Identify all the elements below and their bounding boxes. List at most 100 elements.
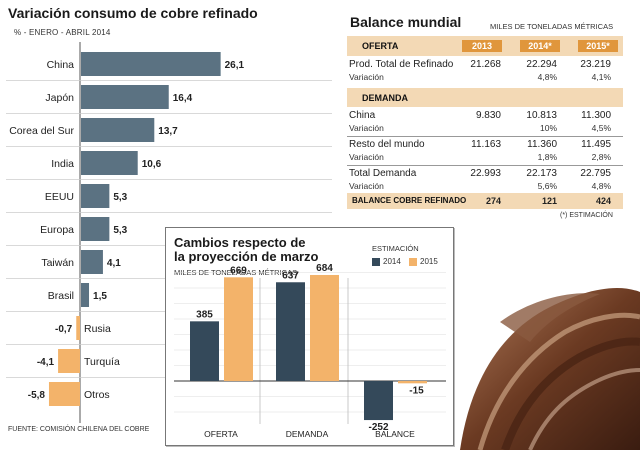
year-2013: 2013: [462, 40, 502, 52]
row-total-var-2014: 5,6%: [537, 181, 557, 191]
demanda-label: DEMANDA: [362, 93, 408, 103]
value-label-corea-del-sur: 13,7: [158, 126, 178, 137]
copper-image: [460, 287, 640, 450]
row-total-var-2015: 4,8%: [591, 181, 611, 191]
row-prod-var-2015: 4,1%: [591, 72, 611, 82]
row-resto-var-label: Variación: [349, 152, 384, 162]
legend-swatch-2015: [409, 258, 417, 266]
row-total-2014: 22.173: [526, 168, 557, 179]
row-resto-2013: 11.163: [471, 139, 501, 150]
oferta-label: OFERTA: [362, 41, 399, 51]
row-resto-2014: 11.360: [527, 139, 557, 150]
table-footnote: (*) ESTIMACIÓN: [560, 212, 613, 219]
row-resto-var-2015: 2,8%: [591, 152, 611, 162]
row-resto-label: Resto del mundo: [349, 139, 425, 150]
category-label-eeuu: EEUU: [45, 191, 74, 203]
balance-2015: 424: [595, 196, 611, 206]
value-label-otros: -5,8: [28, 390, 46, 401]
left-chart-source: FUENTE: COMISIÓN CHILENA DEL COBRE: [8, 426, 150, 433]
legend-swatch-2014: [372, 258, 380, 266]
value-label-rusia: -0,7: [55, 324, 73, 335]
bar-oferta-2015: [224, 277, 253, 381]
category-label-oferta: OFERTA: [204, 429, 238, 439]
balance-label: BALANCE COBRE REFINADO: [352, 196, 467, 205]
bar-balance-2015: [398, 381, 427, 384]
category-label-china: China: [47, 59, 75, 71]
mid-chart-title-2: la proyección de marzo: [174, 249, 319, 264]
bar-demanda-2015: [310, 274, 339, 381]
legend-label-2014: 2014: [383, 257, 401, 266]
category-label-taiwan: Taiwán: [41, 257, 74, 269]
row-total-var-label: Variación: [349, 181, 384, 191]
bar-eeuu: [81, 184, 110, 208]
bar-demanda-2014: [276, 282, 305, 381]
table-title: Balance mundial: [350, 14, 462, 30]
row-china-2015: 11.300: [581, 110, 611, 121]
value-label-balance-2015: -15: [409, 385, 424, 396]
row-total-label: Total Demanda: [349, 168, 417, 179]
value-label-demanda-2015: 684: [316, 263, 333, 274]
value-label-china: 26,1: [225, 60, 245, 71]
value-label-japon: 16,4: [173, 93, 193, 104]
value-label-india: 10,6: [142, 159, 162, 170]
value-label-europa: 5,3: [113, 225, 127, 236]
row-prod-2015: 23.219: [580, 59, 611, 70]
row-resto-var-2014: 1,8%: [537, 152, 557, 162]
category-label-corea-del-sur: Corea del Sur: [9, 125, 74, 137]
bar-oferta-2014: [190, 321, 219, 381]
row-china-2014: 10.813: [526, 110, 557, 121]
value-label-turquia: -4,1: [37, 357, 55, 368]
category-label-otros: Otros: [84, 389, 110, 401]
legend-title: ESTIMACIÓN: [372, 244, 419, 253]
row-total-2015: 22.795: [580, 168, 611, 179]
row-prod-var-label: Variación: [349, 72, 384, 82]
row-total-2013: 22.993: [470, 168, 501, 179]
projection-panel: Cambios respecto de la proyección de mar…: [165, 227, 454, 446]
left-chart-title: Variación consumo de cobre refinado: [8, 5, 258, 21]
category-label-rusia: Rusia: [84, 323, 111, 335]
year-2015: 2015*: [578, 40, 618, 52]
value-label-brasil: 1,5: [93, 291, 107, 302]
demanda-band: [347, 88, 623, 107]
category-label-europa: Europa: [40, 224, 74, 236]
value-label-taiwan: 4,1: [107, 258, 121, 269]
table-separator: [347, 136, 623, 137]
bar-turquia: [58, 349, 80, 373]
row-prod-var-2014: 4,8%: [537, 72, 557, 82]
row-china-label: China: [349, 110, 376, 121]
mid-chart-title-1: Cambios respecto de: [174, 235, 306, 250]
left-bar-chart: China 26,1 Japón 16,4 Corea del Sur 13,7 India…: [6, 42, 332, 423]
value-label-demanda-2014: 637: [282, 270, 299, 281]
bar-europa: [81, 217, 110, 241]
row-china-2013: 9.830: [475, 110, 501, 121]
table-units: MILES DE TONELADAS MÉTRICAS: [490, 22, 614, 31]
value-label-eeuu: 5,3: [113, 192, 127, 203]
row-china-var-label: Variación: [349, 123, 384, 133]
table-separator: [347, 165, 623, 166]
value-label-oferta-2015: 669: [230, 265, 247, 276]
row-prod-2013: 21.268: [470, 59, 501, 70]
left-chart-subtitle: % - ENERO - ABRIL 2014: [14, 28, 111, 37]
row-china-var-2015: 4,5%: [591, 123, 611, 133]
value-label-balance-2014: -252: [368, 422, 388, 433]
row-china-var-2014: 10%: [539, 123, 557, 133]
bar-china: [81, 52, 221, 76]
row-resto-2015: 11.495: [581, 139, 611, 150]
bar-japon: [81, 85, 169, 109]
year-2014: 2014*: [520, 40, 560, 52]
balance-2014: 121: [541, 196, 557, 206]
balance-band: [347, 193, 623, 209]
category-label-turquia: Turquía: [84, 356, 120, 368]
row-prod-2014: 22.294: [526, 59, 557, 70]
bar-india: [81, 151, 138, 175]
category-label-demanda: DEMANDA: [286, 429, 329, 439]
legend-label-2015: 2015: [420, 257, 438, 266]
category-label-japon: Japón: [45, 92, 74, 104]
projection-bar-chart: 385 669 OFERTA 637 684 DEMANDA -252 -15 BALANCE: [174, 263, 446, 439]
balance-2013: 274: [485, 196, 501, 206]
value-label-oferta-2014: 385: [196, 309, 213, 320]
bar-brasil: [81, 283, 90, 307]
category-label-india: India: [51, 158, 74, 170]
bar-taiwan: [81, 250, 103, 274]
bar-otros: [48, 382, 80, 406]
